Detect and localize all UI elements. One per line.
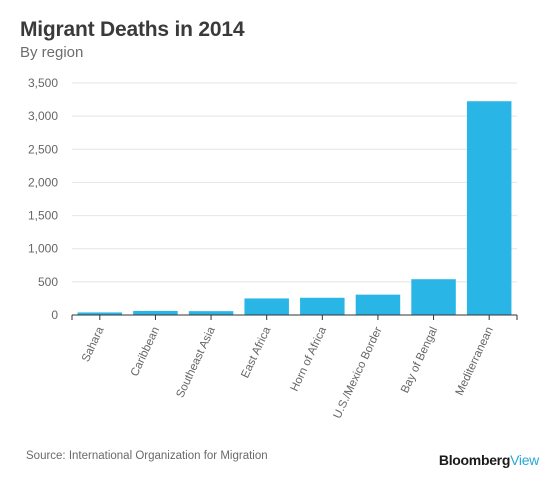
brand-logo: BloombergView (439, 452, 539, 468)
y-tick-label: 0 (51, 308, 58, 322)
y-tick-label: 500 (38, 275, 58, 289)
chart-subtitle: By region (20, 44, 84, 61)
y-tick-label: 2,000 (28, 175, 58, 189)
bar (77, 312, 123, 315)
y-tick-label: 2,500 (28, 142, 58, 156)
bar (300, 297, 345, 315)
x-tick-label: Horn of Africa (289, 325, 330, 394)
bar (244, 298, 289, 315)
x-tick-label: Mediterranean (454, 325, 496, 397)
source-note: Source: International Organization for M… (26, 450, 268, 462)
x-axis-ticks: Sahara Caribbean Southeast Asia East Africa… (80, 315, 496, 421)
x-tick-label: Caribbean (129, 325, 162, 378)
bar (188, 311, 234, 315)
brand-name-bold: Bloomberg (438, 452, 511, 468)
bar (133, 310, 178, 315)
x-tick-label: Sahara (80, 325, 107, 364)
x-tick-label: U.S./Mexico Border (332, 325, 385, 421)
bar (411, 279, 456, 315)
y-tick-label: 3,000 (28, 109, 58, 123)
chart-title: Migrant Deaths in 2014 (20, 18, 245, 41)
y-tick-label: 1,000 (28, 242, 58, 256)
y-axis-ticks: 0 500 1,000 1,500 2,000 2,500 3,000 3,500 (28, 76, 58, 322)
bars (77, 101, 512, 315)
bar (355, 294, 401, 315)
x-tick-label: Bay of Bengal (399, 325, 440, 395)
y-tick-label: 1,500 (28, 209, 58, 223)
brand-name-light: View (510, 452, 539, 468)
x-tick-label: East Africa (239, 325, 273, 380)
x-axis (71, 314, 518, 320)
y-tick-label: 3,500 (28, 76, 58, 90)
x-tick-label: Southeast Asia (174, 325, 218, 400)
gridlines (72, 82, 517, 283)
bar (466, 101, 512, 315)
